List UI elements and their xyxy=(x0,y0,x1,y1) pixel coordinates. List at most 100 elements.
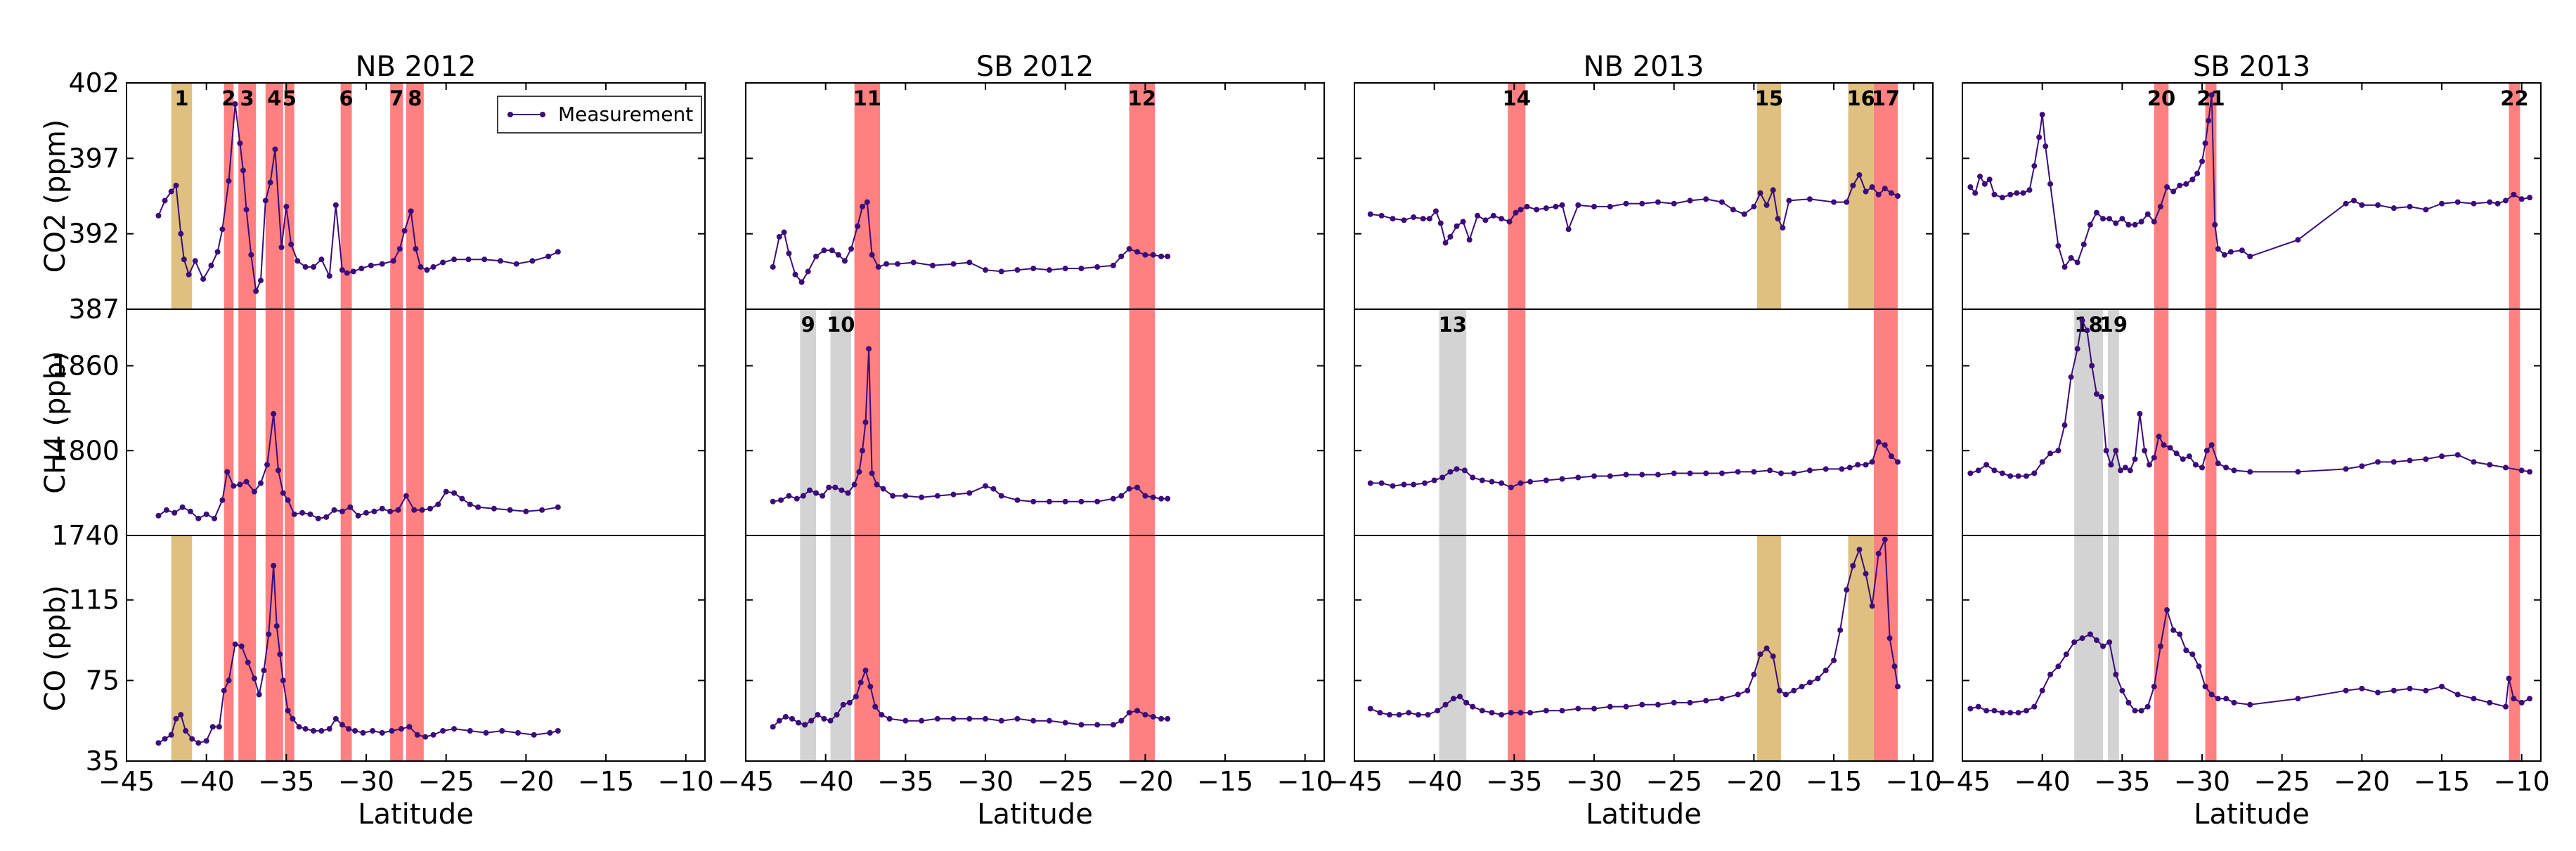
data-point-co2 xyxy=(1506,219,1513,225)
data-point-co2 xyxy=(2351,197,2357,204)
x-tick-label: −45 xyxy=(1326,766,1383,797)
data-point-co xyxy=(280,677,286,684)
data-point-ch4 xyxy=(1014,497,1021,503)
data-point-co2 xyxy=(1763,202,1770,208)
band-red xyxy=(2509,535,2520,761)
data-point-co2 xyxy=(786,250,792,256)
data-point-ch4 xyxy=(866,346,872,352)
data-point-co2 xyxy=(848,246,855,252)
data-point-co2 xyxy=(2068,255,2074,261)
data-point-ch4 xyxy=(1431,477,1437,483)
data-point-ch4 xyxy=(1078,498,1085,505)
data-point-co2 xyxy=(1118,253,1125,259)
data-point-ch4 xyxy=(2161,442,2167,448)
data-point-co2 xyxy=(1775,216,1781,222)
x-tick-label: −15 xyxy=(578,766,634,797)
data-point-co2 xyxy=(2471,200,2477,207)
data-point-co2 xyxy=(350,268,356,275)
data-point-ch4 xyxy=(2132,456,2138,462)
data-point-co2 xyxy=(2043,143,2049,150)
data-point-co xyxy=(796,720,802,726)
data-point-co2 xyxy=(2221,252,2227,258)
data-point-co2 xyxy=(2208,92,2215,98)
data-point-co2 xyxy=(2295,237,2301,243)
data-point-ch4 xyxy=(2180,456,2186,462)
data-point-co xyxy=(2151,683,2157,689)
band-red xyxy=(340,309,352,535)
data-point-co xyxy=(1639,701,1645,708)
band-red xyxy=(265,83,283,309)
data-point-co2 xyxy=(2183,181,2189,187)
data-point-co xyxy=(302,726,309,732)
band-red xyxy=(854,83,880,309)
band-label: 7 xyxy=(389,86,403,110)
data-point-co xyxy=(168,732,174,738)
data-point-ch4 xyxy=(2208,442,2215,448)
data-point-co xyxy=(2502,703,2509,710)
band-red xyxy=(224,83,234,309)
panel-title: NB 2012 xyxy=(356,51,477,83)
data-point-co xyxy=(467,728,473,734)
data-point-ch4 xyxy=(1687,470,1693,476)
data-point-co2 xyxy=(1831,199,1837,205)
data-point-co xyxy=(2407,685,2413,691)
data-point-co xyxy=(226,677,232,684)
data-point-ch4 xyxy=(2098,394,2104,400)
data-point-co xyxy=(1891,663,1898,670)
data-point-co2 xyxy=(418,264,424,270)
data-point-co xyxy=(1850,562,1856,569)
data-point-co2 xyxy=(983,267,989,273)
band-red xyxy=(406,309,424,535)
data-point-co xyxy=(789,715,795,722)
data-point-co xyxy=(1975,703,1981,710)
data-point-ch4 xyxy=(794,495,800,502)
data-point-co2 xyxy=(2055,242,2062,249)
data-point-co xyxy=(2390,687,2397,694)
x-axis-label: Latitude xyxy=(358,798,474,831)
data-point-co2 xyxy=(1863,188,1869,195)
data-point-co2 xyxy=(1850,182,1856,188)
panel-0: 1 2 3 4 5 6 7 8 NB 2012 −45 −40 −35 −30 −25 −20 −15 −10 L… xyxy=(98,51,714,831)
band-red xyxy=(1508,309,1526,535)
series-line-co2 xyxy=(1370,173,1898,245)
data-point-co2 xyxy=(2494,200,2501,207)
data-point-co2 xyxy=(1390,216,1396,222)
data-point-co2 xyxy=(1991,191,1998,197)
data-point-ch4 xyxy=(427,505,433,512)
data-point-co2 xyxy=(2177,182,2183,188)
data-point-ch4 xyxy=(820,493,826,499)
data-point-co xyxy=(1735,691,1741,698)
data-point-ch4 xyxy=(2215,460,2221,467)
data-point-co2 xyxy=(1981,181,1988,187)
x-tick-label: −30 xyxy=(338,766,394,797)
data-point-ch4 xyxy=(1030,498,1037,505)
data-point-co xyxy=(2189,651,2196,658)
data-point-co2 xyxy=(2014,190,2020,196)
data-point-ch4 xyxy=(1134,484,1141,491)
data-point-co2 xyxy=(776,233,782,240)
x-tick-label: −10 xyxy=(1277,766,1333,797)
x-tick-label: −15 xyxy=(1197,766,1253,797)
data-point-co2 xyxy=(2132,221,2138,228)
data-point-ch4 xyxy=(2471,459,2477,465)
data-point-ch4 xyxy=(264,462,271,468)
data-point-co xyxy=(238,643,245,649)
y-tick-label: 35 xyxy=(86,746,119,777)
data-point-co2 xyxy=(424,267,430,273)
data-point-ch4 xyxy=(2199,465,2206,471)
panel-frame xyxy=(1962,82,2542,762)
data-point-co xyxy=(2183,647,2189,654)
data-point-co xyxy=(2138,708,2144,714)
data-point-co xyxy=(2170,627,2177,633)
data-point-co2 xyxy=(2125,221,2132,228)
panel-title: SB 2012 xyxy=(976,51,1094,83)
data-point-co2 xyxy=(2206,117,2212,124)
band-label: 3 xyxy=(240,86,254,110)
data-point-ch4 xyxy=(1543,477,1549,483)
band-red xyxy=(340,535,352,761)
data-point-co2 xyxy=(929,262,936,268)
data-point-ch4 xyxy=(2137,410,2143,417)
data-point-ch4 xyxy=(2359,463,2365,469)
data-point-ch4 xyxy=(2454,452,2461,458)
